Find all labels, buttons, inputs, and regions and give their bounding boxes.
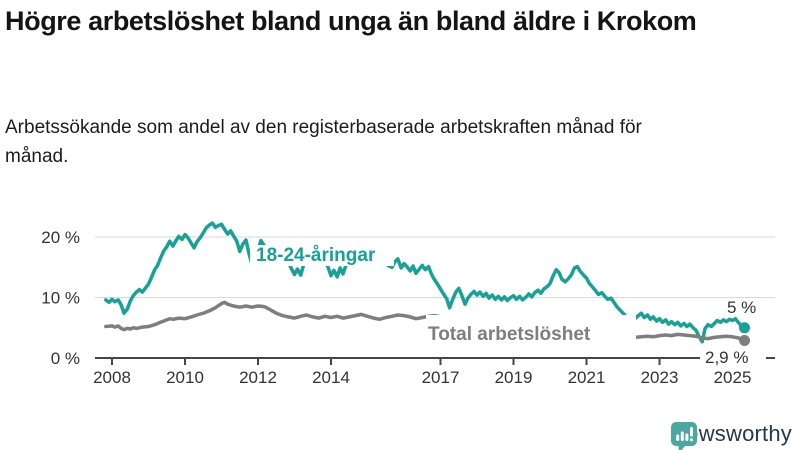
total-series-label: Total arbetslöshet <box>428 324 591 345</box>
x-tick-label: 2019 <box>495 368 533 387</box>
youth-series-line <box>104 221 747 344</box>
x-tick-label: 2012 <box>239 368 277 387</box>
total-end-value-label: 2,9 % <box>705 348 748 367</box>
x-tick-label: 2014 <box>312 368 350 387</box>
newsworthy-logo: Newsworthy <box>670 421 792 450</box>
total-end-dot <box>739 335 750 346</box>
x-tick-label: 2025 <box>714 368 752 387</box>
youth-end-dot <box>739 322 750 334</box>
y-axis-labels: 0 % 10 % 20 % <box>41 228 80 368</box>
x-axis-ticks <box>111 358 734 365</box>
total-series-line <box>104 300 747 343</box>
newsworthy-logo-icon <box>671 422 698 450</box>
x-axis-labels: 2008 2010 2012 2014 2017 2019 2021 2023 2025 <box>93 368 751 387</box>
end-label-halo <box>700 347 766 366</box>
page-title: Högre arbetslöshet bland unga än bland ä… <box>5 6 697 36</box>
youth-end-value-label: 5 % <box>727 298 756 317</box>
y-tick-label: 10 % <box>41 289 80 308</box>
youth-label-halo <box>250 245 394 266</box>
x-tick-label: 2010 <box>166 368 204 387</box>
chart-subtitle: Arbetssökande som andel av den registerb… <box>5 117 642 168</box>
youth-series-label: 18-24-åringar <box>256 245 376 266</box>
y-tick-label: 0 % <box>51 349 80 368</box>
x-tick-label: 2021 <box>568 368 606 387</box>
total-label-halo <box>426 315 636 346</box>
y-tick-label: 20 % <box>41 228 80 247</box>
gridlines <box>95 236 775 298</box>
x-tick-label: 2017 <box>422 368 460 387</box>
x-tick-label: 2023 <box>641 368 679 387</box>
x-tick-label: 2008 <box>93 368 131 387</box>
